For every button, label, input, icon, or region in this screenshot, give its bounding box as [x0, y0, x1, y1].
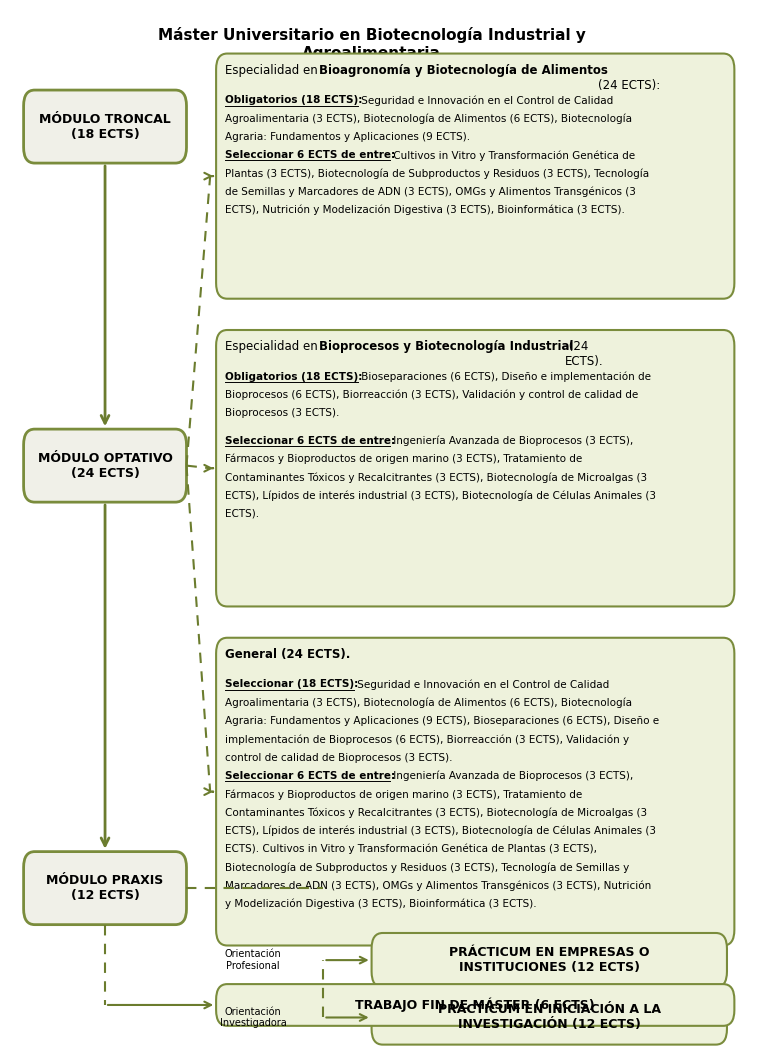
Text: Bioagronomía y Biotecnología de Alimentos: Bioagronomía y Biotecnología de Alimento…: [319, 64, 607, 77]
FancyBboxPatch shape: [216, 329, 734, 607]
Text: Bioseparaciones (6 ECTS), Diseño e implementación de: Bioseparaciones (6 ECTS), Diseño e imple…: [358, 371, 651, 382]
Text: Agraria: Fundamentos y Aplicaciones (9 ECTS).: Agraria: Fundamentos y Aplicaciones (9 E…: [225, 132, 470, 142]
Text: Seleccionar (18 ECTS):: Seleccionar (18 ECTS):: [225, 680, 358, 689]
Text: Especialidad en: Especialidad en: [225, 340, 322, 354]
Text: Contaminantes Tóxicos y Recalcitrantes (3 ECTS), Biotecnología de Microalgas (3: Contaminantes Tóxicos y Recalcitrantes (…: [225, 472, 647, 482]
Text: Bioprocesos y Biotecnología Industrial: Bioprocesos y Biotecnología Industrial: [319, 340, 573, 354]
Text: Seleccionar 6 ECTS de entre:: Seleccionar 6 ECTS de entre:: [225, 435, 395, 446]
Text: MÓDULO OPTATIVO
(24 ECTS): MÓDULO OPTATIVO (24 ECTS): [37, 452, 173, 480]
Text: PRÁCTICUM EN EMPRESAS O
INSTITUCIONES (12 ECTS): PRÁCTICUM EN EMPRESAS O INSTITUCIONES (1…: [449, 947, 649, 974]
Text: Biotecnología de Subproductos y Residuos (3 ECTS), Tecnología de Semillas y: Biotecnología de Subproductos y Residuos…: [225, 862, 630, 872]
FancyBboxPatch shape: [371, 933, 727, 987]
Text: MÓDULO PRAXIS
(12 ECTS): MÓDULO PRAXIS (12 ECTS): [47, 874, 163, 902]
Text: MÓDULO TRONCAL
(18 ECTS): MÓDULO TRONCAL (18 ECTS): [39, 113, 171, 140]
Text: Cultivos in Vitro y Transformación Genética de: Cultivos in Vitro y Transformación Genét…: [390, 150, 635, 160]
Text: Fármacos y Bioproductos de origen marino (3 ECTS), Tratamiento de: Fármacos y Bioproductos de origen marino…: [225, 454, 582, 464]
Text: ECTS). Cultivos in Vitro y Transformación Genética de Plantas (3 ECTS),: ECTS). Cultivos in Vitro y Transformació…: [225, 844, 597, 855]
Text: y Modelización Digestiva (3 ECTS), Bioinformática (3 ECTS).: y Modelización Digestiva (3 ECTS), Bioin…: [225, 899, 536, 909]
FancyBboxPatch shape: [24, 851, 186, 925]
Text: ECTS).: ECTS).: [225, 508, 259, 519]
Text: Máster Universitario en Biotecnología Industrial y
Agroalimentaria
(60 ECTS): Máster Universitario en Biotecnología In…: [157, 27, 585, 78]
Text: Ingeniería Avanzada de Bioprocesos (3 ECTS),: Ingeniería Avanzada de Bioprocesos (3 EC…: [390, 771, 633, 781]
FancyBboxPatch shape: [24, 429, 186, 502]
Text: Plantas (3 ECTS), Biotecnología de Subproductos y Residuos (3 ECTS), Tecnología: Plantas (3 ECTS), Biotecnología de Subpr…: [225, 168, 649, 179]
Text: Seleccionar 6 ECTS de entre:: Seleccionar 6 ECTS de entre:: [225, 771, 395, 780]
Text: Seleccionar 6 ECTS de entre:: Seleccionar 6 ECTS de entre:: [225, 150, 395, 160]
Text: General (24 ECTS).: General (24 ECTS).: [225, 649, 351, 661]
Text: Agroalimentaria (3 ECTS), Biotecnología de Alimentos (6 ECTS), Biotecnología: Agroalimentaria (3 ECTS), Biotecnología …: [225, 698, 632, 708]
Text: Contaminantes Tóxicos y Recalcitrantes (3 ECTS), Biotecnología de Microalgas (3: Contaminantes Tóxicos y Recalcitrantes (…: [225, 808, 647, 818]
Text: Marcadores de ADN (3 ECTS), OMGs y Alimentos Transgénicos (3 ECTS), Nutrición: Marcadores de ADN (3 ECTS), OMGs y Alime…: [225, 881, 651, 891]
Text: Agroalimentaria (3 ECTS), Biotecnología de Alimentos (6 ECTS), Biotecnología: Agroalimentaria (3 ECTS), Biotecnología …: [225, 114, 632, 124]
Text: Seguridad e Innovación en el Control de Calidad: Seguridad e Innovación en el Control de …: [358, 95, 613, 106]
Text: PRÁCTICUM EN INICIACIÓN A LA
INVESTIGACIÓN (12 ECTS): PRÁCTICUM EN INICIACIÓN A LA INVESTIGACI…: [438, 1003, 661, 1031]
Text: Agraria: Fundamentos y Aplicaciones (9 ECTS), Bioseparaciones (6 ECTS), Diseño e: Agraria: Fundamentos y Aplicaciones (9 E…: [225, 717, 659, 726]
Text: ECTS), Nutrición y Modelización Digestiva (3 ECTS), Bioinformática (3 ECTS).: ECTS), Nutrición y Modelización Digestiv…: [225, 205, 625, 215]
Text: implementación de Bioprocesos (6 ECTS), Biorreacción (3 ECTS), Validación y: implementación de Bioprocesos (6 ECTS), …: [225, 734, 629, 745]
FancyBboxPatch shape: [216, 984, 734, 1026]
Text: Orientación
Profesional: Orientación Profesional: [225, 950, 281, 971]
Text: de Semillas y Marcadores de ADN (3 ECTS), OMGs y Alimentos Transgénicos (3: de Semillas y Marcadores de ADN (3 ECTS)…: [225, 186, 636, 197]
Text: Especialidad en: Especialidad en: [225, 64, 322, 77]
FancyBboxPatch shape: [371, 991, 727, 1045]
Text: ECTS), Lípidos de interés industrial (3 ECTS), Biotecnología de Células Animales: ECTS), Lípidos de interés industrial (3 …: [225, 491, 656, 501]
Text: (24 ECTS):: (24 ECTS):: [598, 64, 661, 92]
Text: Obligatorios (18 ECTS):: Obligatorios (18 ECTS):: [225, 371, 362, 382]
FancyBboxPatch shape: [24, 90, 186, 163]
Text: Seguridad e Innovación en el Control de Calidad: Seguridad e Innovación en el Control de …: [354, 680, 610, 690]
Text: Fármacos y Bioproductos de origen marino (3 ECTS), Tratamiento de: Fármacos y Bioproductos de origen marino…: [225, 789, 582, 799]
Text: Obligatorios (18 ECTS):: Obligatorios (18 ECTS):: [225, 95, 362, 106]
Text: TRABAJO FIN DE MÁSTER (6 ECTS): TRABAJO FIN DE MÁSTER (6 ECTS): [355, 998, 595, 1013]
Text: ECTS), Lípidos de interés industrial (3 ECTS), Biotecnología de Células Animales: ECTS), Lípidos de interés industrial (3 …: [225, 825, 656, 836]
Text: (24
ECTS).: (24 ECTS).: [565, 340, 604, 368]
Text: Bioprocesos (3 ECTS).: Bioprocesos (3 ECTS).: [225, 408, 339, 418]
Text: control de calidad de Bioprocesos (3 ECTS).: control de calidad de Bioprocesos (3 ECT…: [225, 752, 452, 763]
FancyBboxPatch shape: [216, 638, 734, 946]
Text: Bioprocesos (6 ECTS), Biorreacción (3 ECTS), Validación y control de calidad de: Bioprocesos (6 ECTS), Biorreacción (3 EC…: [225, 390, 638, 401]
Text: Ingeniería Avanzada de Bioprocesos (3 ECTS),: Ingeniería Avanzada de Bioprocesos (3 EC…: [390, 435, 633, 447]
FancyBboxPatch shape: [216, 53, 734, 299]
Text: Orientación
Investigadora: Orientación Investigadora: [220, 1006, 286, 1028]
